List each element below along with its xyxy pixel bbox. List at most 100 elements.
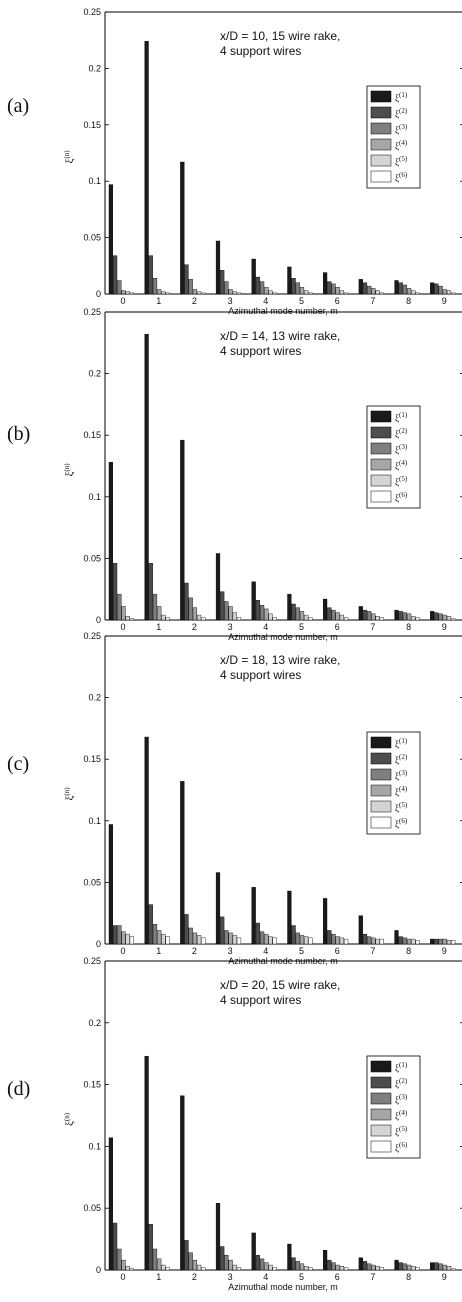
bar-m6-n3 (331, 283, 336, 295)
bar-m8-n4 (407, 938, 412, 945)
bar-m9-n5 (446, 940, 452, 945)
chart-title-line2: 4 support wires (220, 344, 301, 358)
bar-m7-n1 (358, 606, 363, 621)
bar-m5-n4 (299, 935, 305, 945)
bar-m1-n5 (161, 933, 166, 945)
bar-m8-n6 (415, 1267, 420, 1271)
x-tick-label: 7 (370, 946, 375, 956)
bar-m6-n2 (327, 1259, 332, 1271)
y-tick-label: 0.1 (88, 492, 101, 502)
x-tick-label: 9 (442, 622, 447, 632)
y-tick-label: 0 (96, 289, 101, 299)
bar-m5-n5 (304, 1266, 309, 1271)
bar-m0-n1 (108, 184, 113, 295)
bar-m8-n1 (394, 609, 399, 621)
x-tick-label: 8 (406, 296, 411, 306)
bar-m7-n4 (371, 937, 376, 945)
chart-panel-c: (c) 0 0.05 0.1 0.15 0.2 0.25 ξ(n) x/D = 18, 13 w… (7, 631, 462, 966)
bar-m2-n1 (180, 161, 185, 295)
bar-m3-n5 (232, 291, 237, 295)
bar-m7-n2 (362, 609, 368, 621)
bar-m6-n6 (344, 292, 349, 295)
bar-m6-n4 (335, 1264, 340, 1271)
bar-m3-n4 (228, 289, 233, 295)
bar-m6-n3 (331, 1262, 336, 1271)
bar-m3-n1 (215, 872, 221, 945)
bar-m3-n3 (224, 281, 229, 295)
bar-m6-n3 (331, 609, 336, 621)
bar-m0-n5 (125, 291, 130, 295)
bar-m3-n2 (220, 270, 225, 295)
bar-m1-n4 (157, 930, 162, 945)
bar-m6-n1 (323, 598, 328, 621)
y-tick-label: 0 (96, 1265, 101, 1275)
bar-m3-n4 (228, 1259, 233, 1271)
chart-panel-d: (d) 0 0.05 0.1 0.15 0.2 0.25 ξ(n) x/D = 20, 15 w… (7, 956, 462, 1292)
bar-m8-n5 (411, 938, 416, 945)
x-tick-label: 9 (442, 296, 447, 306)
chart-title-line1: x/D = 20, 15 wire rake, (220, 978, 340, 992)
bar-m6-n6 (344, 617, 349, 621)
legend-swatch-4 (370, 1108, 392, 1121)
bar-m0-n2 (112, 1222, 118, 1271)
bar-m8-n2 (398, 282, 403, 295)
bar-m0-n4 (121, 606, 126, 621)
bar-m9-n2 (434, 938, 439, 945)
y-tick-label: 0.1 (88, 816, 101, 826)
bar-m0-n6 (129, 936, 134, 945)
x-tick-label: 1 (156, 946, 161, 956)
bar-m7-n5 (375, 290, 380, 295)
legend-swatch-5 (370, 800, 392, 813)
bar-m9-n3 (438, 613, 443, 621)
bar-m1-n6 (165, 292, 170, 295)
bar-m5-n1 (287, 593, 292, 621)
y-axis-label: ξ(n) (63, 1112, 76, 1126)
bar-m9-n5 (446, 1266, 452, 1271)
chart-title-line1: x/D = 10, 15 wire rake, (220, 29, 340, 43)
bar-m5-n4 (299, 611, 305, 621)
legend-swatch-6 (370, 170, 392, 183)
bar-m2-n5 (196, 291, 202, 295)
bar-m7-n4 (371, 288, 376, 295)
y-tick-label: 0.05 (83, 877, 101, 887)
x-tick-label: 5 (299, 946, 304, 956)
y-tick-label: 0.05 (83, 233, 101, 243)
bar-m2-n5 (196, 935, 202, 945)
bar-m0-n3 (117, 280, 122, 295)
x-tick-label: 6 (335, 622, 340, 632)
bar-m0-n5 (125, 616, 130, 621)
bar-m7-n6 (379, 938, 384, 945)
bar-m8-n1 (394, 1259, 399, 1271)
legend-swatch-6 (370, 490, 392, 503)
bar-m6-n2 (327, 607, 332, 621)
bar-m7-n1 (358, 915, 363, 945)
bar-m7-n1 (358, 279, 363, 295)
y-tick-label: 0.25 (83, 7, 101, 17)
bar-m7-n3 (367, 611, 372, 621)
bar-m2-n4 (192, 607, 197, 621)
x-tick-label: 8 (406, 946, 411, 956)
x-axis-label: Azimuthal mode number, m (228, 1282, 338, 1292)
bar-m4-n2 (255, 1254, 260, 1271)
y-tick-label: 0.15 (83, 430, 101, 440)
chart-title-line1: x/D = 14, 13 wire rake, (220, 329, 340, 343)
bar-m8-n5 (411, 290, 416, 295)
x-tick-label: 2 (192, 296, 197, 306)
bar-m8-n4 (407, 1264, 412, 1271)
bar-m7-n5 (375, 1266, 380, 1271)
bar-m8-n3 (402, 1263, 407, 1271)
y-tick-label: 0 (96, 939, 101, 949)
bar-m5-n2 (291, 278, 296, 295)
bar-m0-n3 (117, 925, 122, 945)
bar-m0-n2 (112, 925, 118, 945)
bar-m1-n2 (148, 563, 153, 621)
bar-m8-n2 (398, 1262, 403, 1271)
chart-title-line2: 4 support wires (220, 993, 301, 1007)
bar-m7-n3 (367, 936, 372, 945)
legend-swatch-3 (370, 122, 392, 135)
x-tick-label: 3 (228, 622, 233, 632)
bar-m8-n5 (411, 616, 416, 621)
bar-m1-n3 (152, 924, 158, 945)
bar-m5-n4 (299, 287, 305, 295)
x-tick-label: 7 (370, 622, 375, 632)
